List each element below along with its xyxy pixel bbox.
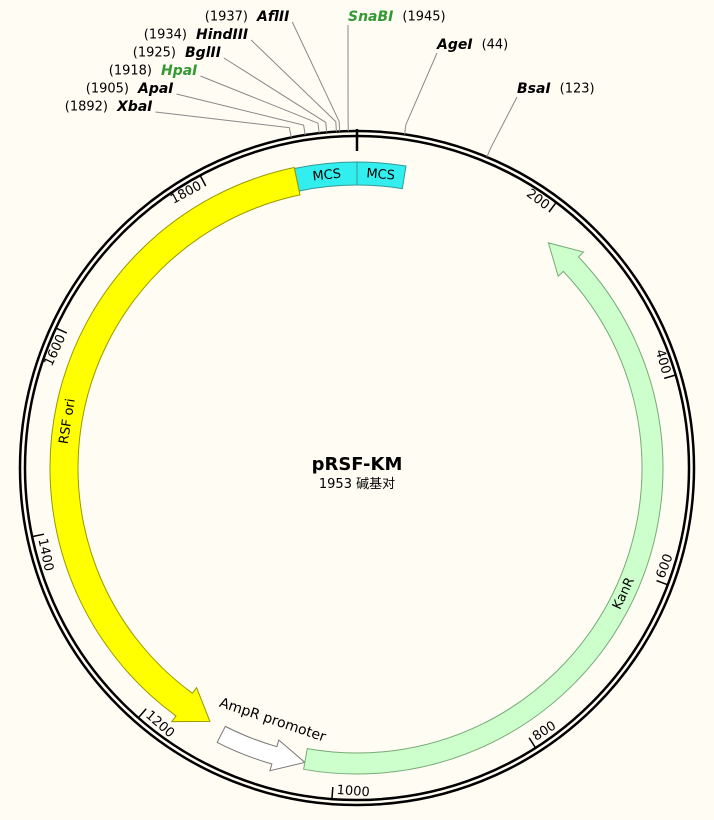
site-leader (200, 75, 320, 134)
site-leader (291, 21, 341, 132)
site-leader (404, 52, 438, 135)
site-name: HindIII (196, 27, 248, 43)
tick-mark (32, 533, 45, 538)
feature-arrow (356, 161, 407, 190)
tick-mark (548, 201, 557, 213)
site-position: (1925) (133, 46, 176, 61)
tick-label: 600 (654, 552, 677, 581)
tick-label: 400 (652, 348, 673, 376)
size-number: 1953 (319, 477, 352, 492)
tick-mark (199, 175, 207, 187)
site-leader (155, 111, 292, 138)
feature-label: MCS (312, 167, 342, 185)
site-name: AgeI (436, 37, 473, 53)
site-name: HpaI (161, 63, 197, 79)
site-leader (176, 93, 306, 136)
site-name: BsaI (517, 81, 551, 97)
feature-label: RSF ori (57, 397, 79, 445)
site-position: (1892) (65, 100, 108, 115)
tick-mark (528, 737, 537, 749)
tick-mark (331, 787, 334, 800)
plasmid-name: pRSF-KM (312, 454, 403, 475)
site-position: (1918) (109, 64, 152, 79)
site-name: SnaBI (348, 9, 393, 25)
tick-mark (137, 708, 147, 719)
site-leader (250, 39, 337, 132)
site-position: (1937) (205, 10, 248, 25)
site-position: (1934) (144, 28, 187, 43)
site-name: ApaI (137, 81, 174, 97)
tick-label: 1000 (336, 783, 370, 800)
site-name: BglII (185, 45, 221, 61)
site-position: (44) (482, 38, 509, 53)
tick-mark (663, 374, 676, 380)
feature-arrow (303, 242, 664, 775)
site-position: (123) (560, 82, 595, 97)
feature-label: MCS (366, 166, 396, 183)
tick-mark (656, 579, 669, 586)
site-name: AflII (256, 9, 289, 25)
size-unit: 碱基对 (356, 477, 395, 492)
feature-arrow (49, 166, 301, 723)
site-name: XbaI (116, 99, 152, 115)
tick-label: 1400 (34, 537, 56, 572)
site-leader (223, 57, 328, 133)
site-position: (1945) (402, 10, 445, 25)
plasmid-size: 1953 碱基对 (319, 477, 395, 492)
site-leader (486, 96, 518, 158)
tick-mark (55, 327, 68, 334)
site-position: (1905) (86, 82, 129, 97)
